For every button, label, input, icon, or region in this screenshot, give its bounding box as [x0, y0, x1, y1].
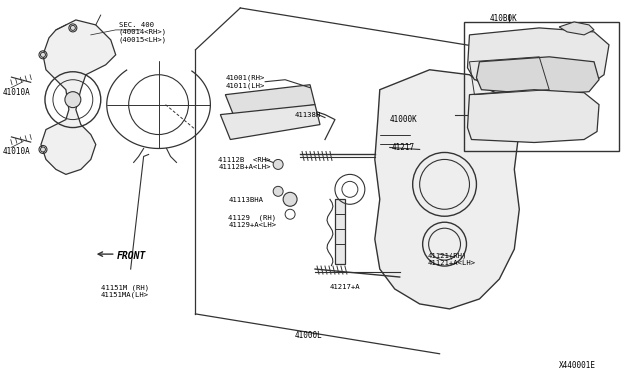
Bar	[465, 22, 619, 151]
Text: 41000K: 41000K	[390, 115, 417, 124]
Text: 41217: 41217	[392, 144, 415, 153]
Text: 41010A: 41010A	[3, 147, 31, 157]
Polygon shape	[559, 22, 594, 35]
Circle shape	[40, 52, 45, 57]
Polygon shape	[225, 85, 315, 119]
Polygon shape	[467, 28, 609, 85]
Text: 41112B  <RH>
41112B+A<LH>: 41112B <RH> 41112B+A<LH>	[218, 157, 271, 170]
FancyArrowPatch shape	[98, 252, 113, 256]
Text: 41113BHA: 41113BHA	[228, 197, 263, 203]
Circle shape	[65, 92, 81, 108]
Polygon shape	[335, 199, 345, 264]
Polygon shape	[375, 70, 519, 309]
Circle shape	[273, 160, 283, 169]
Circle shape	[283, 192, 297, 206]
Text: 41121(RH)
41121+A<LH>: 41121(RH) 41121+A<LH>	[428, 252, 476, 266]
Circle shape	[70, 25, 76, 31]
Text: 410B0K: 410B0K	[490, 14, 517, 23]
Text: 41010A: 41010A	[3, 88, 31, 97]
Polygon shape	[467, 90, 599, 142]
Circle shape	[40, 147, 45, 152]
Circle shape	[273, 186, 283, 196]
Text: 41151M (RH)
41151MA(LH>: 41151M (RH) 41151MA(LH>	[100, 284, 149, 298]
Polygon shape	[220, 105, 320, 140]
Text: 41138H: 41138H	[295, 112, 321, 118]
Text: SEC. 400
(40014<RH>)
(40015<LH>): SEC. 400 (40014<RH>) (40015<LH>)	[118, 22, 167, 43]
Text: 41001(RH>
41011(LH>: 41001(RH> 41011(LH>	[225, 75, 265, 89]
Polygon shape	[476, 57, 599, 94]
Text: FRONT: FRONT	[116, 251, 146, 261]
Text: 41000L: 41000L	[295, 331, 323, 340]
Text: 41129  (RH)
41129+A<LH>: 41129 (RH) 41129+A<LH>	[228, 214, 276, 228]
Polygon shape	[41, 20, 116, 174]
Text: X440001E: X440001E	[559, 361, 596, 370]
Text: 41217+A: 41217+A	[330, 284, 360, 290]
